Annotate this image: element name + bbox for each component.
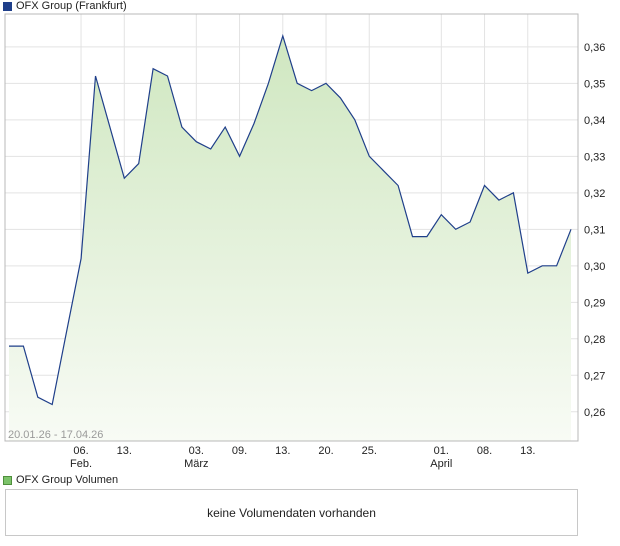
data-point <box>8 345 10 347</box>
data-point <box>555 265 557 267</box>
data-point <box>195 141 197 143</box>
data-point <box>123 177 125 179</box>
data-point <box>181 126 183 128</box>
y-tick-label: 0,33 <box>584 151 605 163</box>
x-tick-label: 13. <box>275 445 290 457</box>
data-point <box>570 228 572 230</box>
data-point <box>527 272 529 274</box>
x-axis-ticks: 06.Feb. 13. 03.März 09. 13. 20. 25. 01.April 08.… <box>70 445 535 470</box>
no-volume-message: keine Volumendaten vorhanden <box>207 505 376 520</box>
x-tick-label: 06. <box>73 445 88 457</box>
x-tick-label: 13. <box>117 445 132 457</box>
volume-legend: OFX Group Volumen <box>3 474 118 486</box>
price-legend: OFX Group (Frankfurt) <box>3 0 127 12</box>
x-month-label: März <box>184 458 208 470</box>
price-legend-swatch <box>3 1 12 11</box>
y-tick-label: 0,26 <box>584 407 605 419</box>
y-tick-label: 0,27 <box>584 370 605 382</box>
x-month-label: April <box>430 458 452 470</box>
data-point <box>253 122 255 124</box>
price-area-fill <box>9 35 571 442</box>
data-point <box>541 265 543 267</box>
price-chart: 0,26 0,27 0,28 0,29 0,30 0,31 0,32 0,33 0,34 0,35… <box>4 13 605 470</box>
data-point <box>109 126 111 128</box>
x-tick-label: 09. <box>232 445 247 457</box>
x-tick-label: 01. <box>434 445 449 457</box>
y-tick-label: 0,36 <box>584 42 605 54</box>
data-point <box>325 82 327 84</box>
data-point <box>224 126 226 128</box>
data-point <box>37 396 39 398</box>
x-tick-label: 03. <box>189 445 204 457</box>
y-tick-label: 0,29 <box>584 297 605 309</box>
data-point <box>80 257 82 259</box>
data-point <box>426 235 428 237</box>
data-point <box>166 75 168 77</box>
plot-frame <box>4 13 579 442</box>
x-tick-label: 13. <box>520 445 535 457</box>
y-axis-ticks: 0,26 0,27 0,28 0,29 0,30 0,31 0,32 0,33 0,34 0,35… <box>584 42 605 419</box>
data-point <box>469 221 471 223</box>
data-point <box>282 35 284 37</box>
data-point <box>498 199 500 201</box>
price-legend-label: OFX Group (Frankfurt) <box>16 0 127 12</box>
price-series-line <box>9 33 572 406</box>
data-point <box>152 68 154 70</box>
data-point <box>382 170 384 172</box>
data-point <box>51 403 53 405</box>
data-point <box>483 184 485 186</box>
data-point <box>354 119 356 121</box>
data-point <box>137 162 139 164</box>
y-tick-label: 0,32 <box>584 188 605 200</box>
x-tick-label: 08. <box>477 445 492 457</box>
data-point <box>310 89 312 91</box>
data-point <box>210 148 212 150</box>
data-point <box>296 82 298 84</box>
data-point <box>368 155 370 157</box>
y-tick-label: 0,30 <box>584 261 605 273</box>
data-point <box>512 192 514 194</box>
data-point <box>94 75 96 77</box>
data-point <box>411 235 413 237</box>
data-point <box>22 345 24 347</box>
y-tick-label: 0,35 <box>584 78 605 90</box>
y-tick-label: 0,28 <box>584 334 605 346</box>
date-range-label: 20.01.26 - 17.04.26 <box>8 429 103 441</box>
data-point <box>238 155 240 157</box>
data-point <box>339 97 341 99</box>
volume-panel: keine Volumendaten vorhanden <box>5 489 578 536</box>
data-point <box>65 330 67 332</box>
x-tick-label: 20. <box>318 445 333 457</box>
data-point <box>267 82 269 84</box>
data-point <box>440 214 442 216</box>
x-tick-label: 25. <box>362 445 377 457</box>
data-point <box>397 184 399 186</box>
y-tick-label: 0,34 <box>584 115 605 127</box>
volume-legend-label: OFX Group Volumen <box>16 474 119 486</box>
volume-legend-swatch <box>3 475 12 485</box>
x-month-label: Feb. <box>70 458 92 470</box>
y-tick-label: 0,31 <box>584 224 605 236</box>
data-point <box>455 228 457 230</box>
